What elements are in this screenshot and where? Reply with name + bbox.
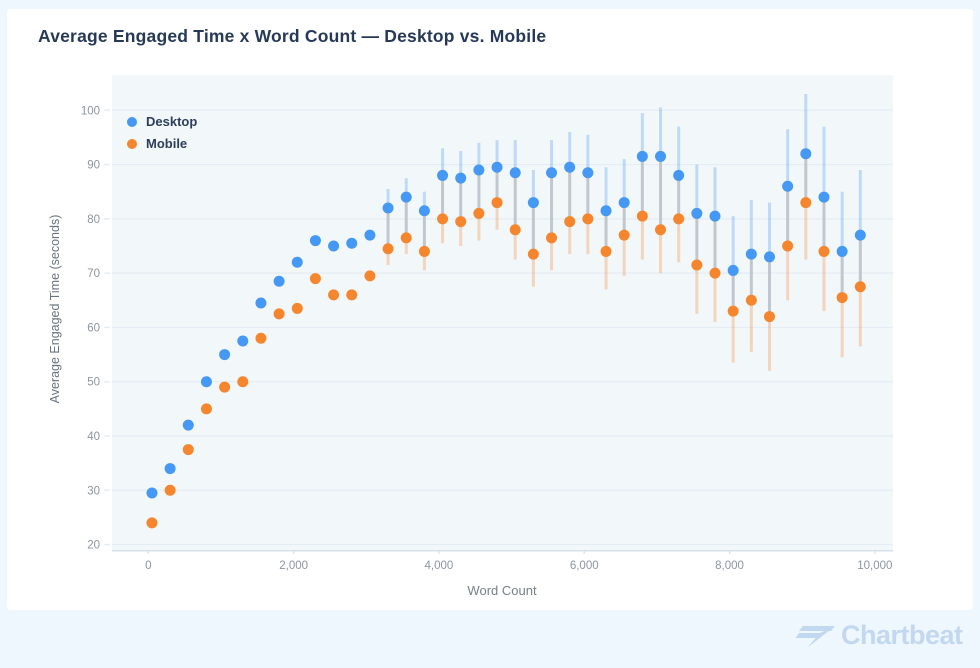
svg-text:6,000: 6,000 bbox=[570, 560, 599, 572]
chartbeat-plane-icon bbox=[795, 625, 835, 648]
chart-canvas: 20 30 40 50 60 70 80 90 100 0 2,000 4,000 6,000 8,000… bbox=[81, 75, 893, 572]
legend-item-mobile[interactable]: Mobile bbox=[127, 136, 197, 151]
legend-label: Mobile bbox=[146, 136, 188, 151]
svg-text:30: 30 bbox=[87, 485, 100, 497]
svg-text:20: 20 bbox=[87, 540, 100, 552]
svg-text:100: 100 bbox=[81, 105, 100, 117]
page-title: Average Engaged Time x Word Count — Desk… bbox=[38, 26, 547, 46]
svg-text:40: 40 bbox=[87, 431, 100, 443]
legend-item-desktop[interactable]: Desktop bbox=[127, 114, 197, 129]
svg-text:60: 60 bbox=[87, 322, 100, 334]
legend-label: Desktop bbox=[146, 114, 198, 129]
chart-legend: Desktop Mobile bbox=[127, 114, 197, 151]
svg-text:70: 70 bbox=[87, 268, 100, 280]
chartbeat-wordmark: Chartbeat bbox=[841, 620, 963, 650]
x-axis-title: Word Count bbox=[467, 583, 537, 598]
svg-text:0: 0 bbox=[145, 560, 151, 572]
svg-text:50: 50 bbox=[87, 377, 100, 389]
svg-text:90: 90 bbox=[87, 160, 100, 172]
svg-text:80: 80 bbox=[87, 214, 100, 226]
svg-text:4,000: 4,000 bbox=[425, 560, 454, 572]
desktop-legend-dot-icon bbox=[127, 116, 137, 127]
y-axis-title: Average Engaged Time (seconds) bbox=[48, 214, 62, 404]
chart-card: Average Engaged Time x Word Count — Desk… bbox=[7, 9, 973, 610]
chartbeat-logo: Chartbeat bbox=[790, 620, 963, 651]
svg-text:10,000: 10,000 bbox=[857, 560, 892, 572]
svg-text:2,000: 2,000 bbox=[279, 560, 308, 572]
svg-text:8,000: 8,000 bbox=[715, 560, 744, 572]
mobile-legend-dot-icon bbox=[127, 138, 137, 149]
